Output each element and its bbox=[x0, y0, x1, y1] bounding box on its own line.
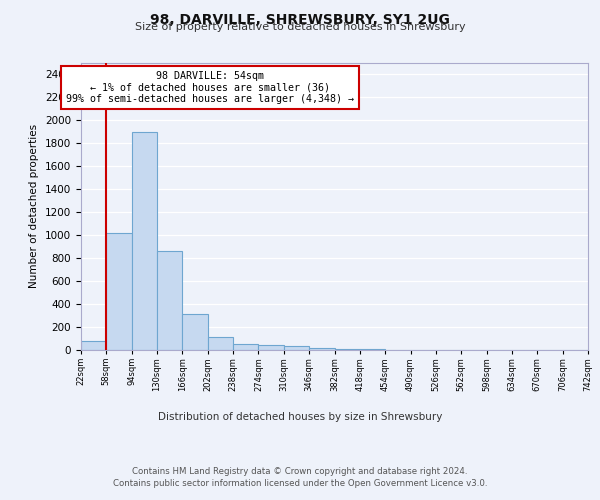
Y-axis label: Number of detached properties: Number of detached properties bbox=[29, 124, 40, 288]
Bar bbox=[106, 232, 132, 350]
Bar bbox=[259, 346, 284, 350]
Text: 98 DARVILLE: 54sqm
← 1% of detached houses are smaller (36)
99% of semi-detached: 98 DARVILLE: 54sqm ← 1% of detached hous… bbox=[66, 71, 354, 104]
Bar bbox=[81, 341, 106, 350]
Bar bbox=[335, 349, 360, 350]
Bar bbox=[182, 314, 208, 350]
Bar bbox=[284, 346, 309, 350]
Bar bbox=[309, 348, 335, 350]
Text: Size of property relative to detached houses in Shrewsbury: Size of property relative to detached ho… bbox=[134, 22, 466, 32]
Bar bbox=[132, 132, 157, 350]
Text: 98, DARVILLE, SHREWSBURY, SY1 2UG: 98, DARVILLE, SHREWSBURY, SY1 2UG bbox=[150, 12, 450, 26]
Bar bbox=[233, 344, 259, 350]
Text: Contains HM Land Registry data © Crown copyright and database right 2024.
Contai: Contains HM Land Registry data © Crown c… bbox=[113, 468, 487, 488]
Bar bbox=[157, 251, 182, 350]
Bar bbox=[208, 337, 233, 350]
Text: Distribution of detached houses by size in Shrewsbury: Distribution of detached houses by size … bbox=[158, 412, 442, 422]
